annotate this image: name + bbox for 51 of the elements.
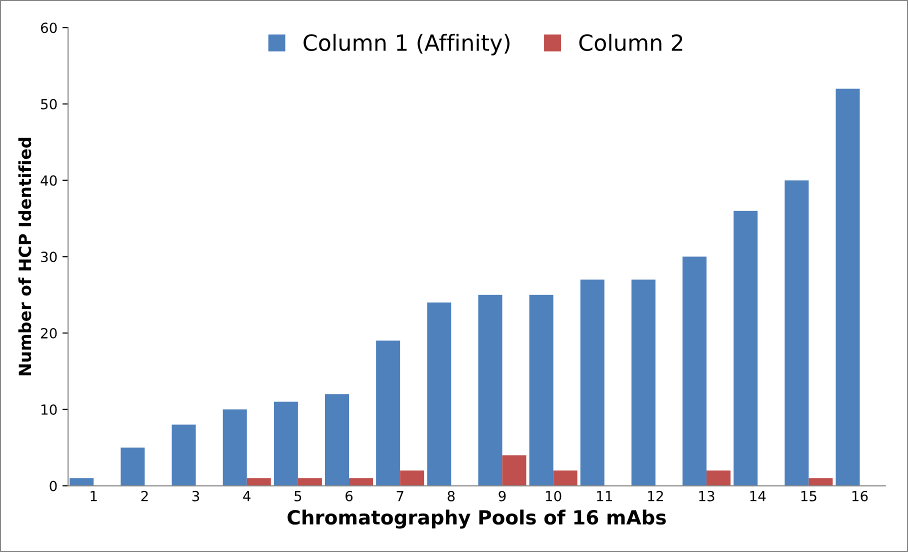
x-tick-label: 1: [90, 491, 97, 502]
x-tick-label: 8: [448, 490, 455, 502]
y-tick-label: 50: [41, 98, 57, 110]
bar: [682, 256, 707, 486]
bar: [580, 280, 604, 486]
bar: [706, 470, 731, 486]
y-tick-label: 20: [41, 328, 57, 339]
bar: [836, 88, 860, 486]
x-tick-label: 9: [498, 490, 506, 502]
bar: [427, 302, 452, 486]
bar: [400, 470, 424, 486]
bar: [246, 478, 271, 486]
bar: [274, 402, 298, 486]
bar: [631, 280, 656, 486]
bar: [734, 210, 758, 486]
bar: [70, 478, 94, 486]
x-tick-label: 11: [597, 491, 612, 502]
bar: [784, 180, 809, 486]
bar: [529, 294, 554, 486]
bar: [553, 470, 578, 486]
x-tick-label: 2: [141, 490, 148, 502]
bar: [298, 478, 322, 486]
bar: [172, 424, 196, 486]
x-tick-label: 12: [648, 490, 663, 502]
y-tick-label: 60: [40, 22, 57, 34]
x-tick-label: 14: [750, 491, 766, 502]
x-tick-label: 10: [546, 490, 562, 502]
bar: [222, 409, 247, 486]
x-tick-label: 13: [699, 490, 714, 502]
bar: [478, 294, 502, 486]
x-tick-label: 7: [396, 491, 404, 502]
x-tick-label: 4: [243, 491, 250, 502]
bar: [120, 448, 145, 486]
bar: [502, 455, 526, 486]
legend-label: Column 1 (Affinity): [304, 34, 510, 56]
y-tick-label: 30: [41, 252, 57, 262]
bar: [808, 478, 833, 486]
bar: [376, 340, 400, 486]
x-tick-label: 6: [346, 490, 353, 502]
y-tick-label: 40: [40, 175, 57, 186]
x-tick-label: 16: [852, 490, 868, 502]
bar: [325, 394, 350, 486]
x-tick-label: 15: [801, 491, 816, 502]
x-axis-title: Chromatography Pools of 16 mAbs: [288, 510, 666, 529]
y-tick-label: 0: [50, 480, 57, 492]
y-axis-title: Number of HCP Identified: [18, 138, 32, 376]
legend-label: Column 2: [579, 34, 682, 52]
y-tick-label: 10: [42, 404, 57, 415]
x-tick-label: 5: [294, 491, 302, 502]
x-tick-label: 3: [192, 490, 200, 502]
bar: [349, 478, 374, 486]
